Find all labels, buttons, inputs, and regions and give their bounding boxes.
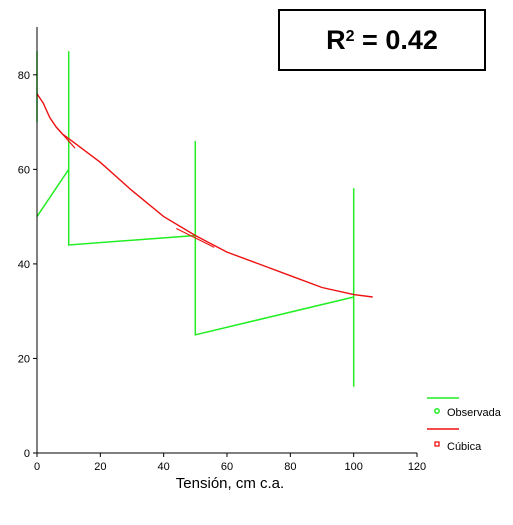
legend-observada-label: Observada xyxy=(447,407,502,419)
legend-observada-marker xyxy=(434,408,440,414)
y-tick-label: 80 xyxy=(18,70,30,82)
r-equals: = xyxy=(354,24,386,55)
x-tick-label: 120 xyxy=(408,461,426,473)
y-tick-label: 40 xyxy=(18,259,30,271)
x-tick-label: 60 xyxy=(221,461,233,473)
r-squared-value: 0.42 xyxy=(385,24,438,55)
legend: Observada Cúbica xyxy=(427,397,502,453)
x-tick-label: 0 xyxy=(34,461,40,473)
series-cubica-line xyxy=(36,93,373,298)
series-observada-line xyxy=(36,51,355,387)
y-tick-label: 0 xyxy=(24,448,30,460)
series-cubica-tangent-1 xyxy=(176,227,215,248)
series-cubica-tangent-0 xyxy=(55,126,76,149)
x-tick-label: 40 xyxy=(158,461,170,473)
y-tick-label: 20 xyxy=(18,353,30,365)
legend-cubica-label: Cúbica xyxy=(447,441,482,453)
x-tick-label: 100 xyxy=(344,461,362,473)
x-tick-label: 80 xyxy=(284,461,296,473)
x-axis-label: Tensión, cm c.a. xyxy=(175,475,285,492)
legend-cubica-marker xyxy=(434,441,440,447)
y-tick-label: 60 xyxy=(18,164,30,176)
x-tick-label: 20 xyxy=(94,461,106,473)
r-power: 2 xyxy=(345,28,355,45)
r-symbol: R xyxy=(326,24,346,55)
